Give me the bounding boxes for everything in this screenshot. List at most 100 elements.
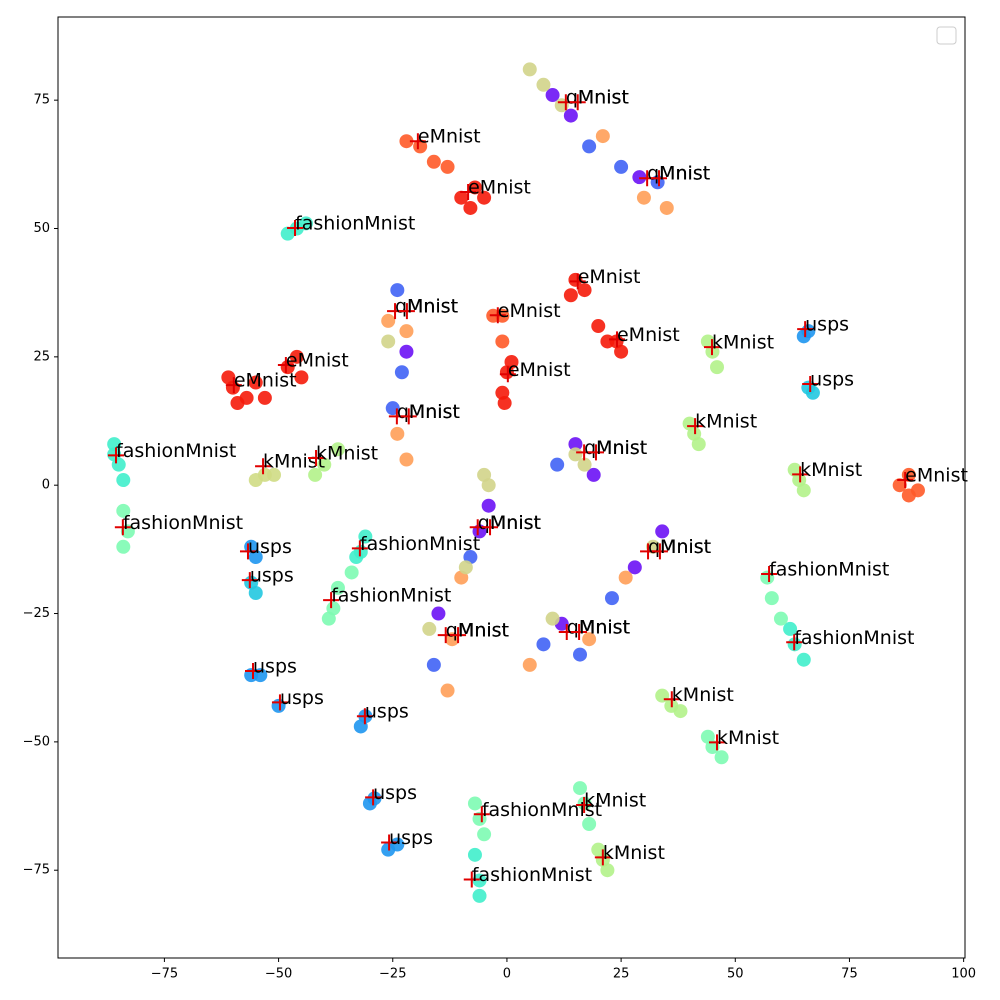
centroid-marker xyxy=(687,418,704,435)
centroid-marker xyxy=(323,592,340,609)
cluster-label: usps xyxy=(373,782,417,804)
point xyxy=(399,324,414,339)
centroid-marker xyxy=(608,331,625,348)
point xyxy=(344,565,359,580)
centroid-marker xyxy=(460,184,477,201)
point xyxy=(257,390,272,405)
y-tick-label: 50 xyxy=(33,221,50,236)
centroid-marker xyxy=(797,321,814,338)
cluster-label: eMnist xyxy=(578,266,641,288)
y-tick-label: 75 xyxy=(33,93,50,108)
point xyxy=(522,657,537,672)
cluster-label: Mnist xyxy=(596,437,647,459)
centroid-marker xyxy=(569,94,586,111)
x-tick-label: −75 xyxy=(151,967,178,982)
cluster-label: usps xyxy=(810,369,854,391)
point xyxy=(773,611,788,626)
point xyxy=(413,139,428,154)
point xyxy=(248,375,263,390)
x-tick-label: 100 xyxy=(951,967,976,982)
centroid-marker xyxy=(651,543,668,560)
x-tick-label: −25 xyxy=(379,967,406,982)
centroid-marker xyxy=(587,444,604,461)
centroid-marker xyxy=(271,694,288,711)
centroid-marker xyxy=(786,634,803,651)
point xyxy=(910,483,925,498)
point xyxy=(267,467,282,482)
point xyxy=(289,349,304,364)
point xyxy=(577,457,592,472)
centroid-marker xyxy=(897,472,914,489)
cluster-label: usps xyxy=(365,701,409,723)
point xyxy=(545,611,560,626)
cluster-label: fashionMnist xyxy=(123,512,243,534)
point xyxy=(381,334,396,349)
point xyxy=(330,580,345,595)
cluster-label: usps xyxy=(250,565,294,587)
cluster-label: eMnist xyxy=(418,126,481,148)
point xyxy=(477,190,492,205)
cluster-label: eMnist xyxy=(617,324,680,346)
point xyxy=(522,62,537,77)
centroid-marker xyxy=(365,789,382,806)
point xyxy=(294,370,309,385)
point xyxy=(481,478,496,493)
cluster-label: eMnist xyxy=(286,350,349,372)
centroid-marker xyxy=(409,133,426,150)
point xyxy=(659,200,674,215)
y-tick-label: −25 xyxy=(23,606,50,621)
cluster-label: eMnist xyxy=(468,177,531,199)
point xyxy=(655,688,670,703)
point xyxy=(472,888,487,903)
point xyxy=(604,591,619,606)
centroid-marker xyxy=(114,519,131,536)
x-tick-label: 25 xyxy=(613,967,630,982)
point xyxy=(280,226,295,241)
point xyxy=(230,396,245,411)
centroid-marker xyxy=(663,691,680,708)
centroid-marker xyxy=(594,849,611,866)
point xyxy=(431,606,446,621)
point xyxy=(116,503,131,518)
cluster-label: fashionMnist xyxy=(482,799,602,821)
point xyxy=(454,190,469,205)
centroid-marker xyxy=(792,466,809,483)
point xyxy=(783,621,798,636)
point xyxy=(787,462,802,477)
cluster-label: eMnist xyxy=(905,465,968,487)
point xyxy=(563,108,578,123)
point xyxy=(591,842,606,857)
point xyxy=(317,457,332,472)
cluster-label: usps xyxy=(280,687,324,709)
cluster-label: kMnist xyxy=(263,451,325,473)
centroid-marker xyxy=(398,303,415,320)
centroid-marker xyxy=(308,449,325,466)
cluster-label: eMnist xyxy=(234,370,297,392)
point xyxy=(573,647,588,662)
centroid-marker xyxy=(489,307,506,324)
point xyxy=(614,159,629,174)
centroid-marker xyxy=(277,357,294,374)
plot-frame xyxy=(57,16,966,959)
point xyxy=(458,560,473,575)
point xyxy=(116,539,131,554)
point xyxy=(618,570,633,585)
centroid-marker xyxy=(482,519,499,536)
y-tick-label: 25 xyxy=(33,349,50,364)
point xyxy=(495,334,510,349)
centroid-marker xyxy=(569,273,586,290)
point xyxy=(358,529,373,544)
point xyxy=(390,283,405,298)
point xyxy=(710,360,725,375)
point xyxy=(394,365,409,380)
centroid-marker xyxy=(450,627,467,644)
point xyxy=(321,611,336,626)
point xyxy=(700,729,715,744)
point xyxy=(582,632,597,647)
point xyxy=(582,139,597,154)
point xyxy=(632,170,647,185)
point xyxy=(497,396,512,411)
cluster-label: Mnist xyxy=(409,401,460,423)
point xyxy=(308,467,323,482)
